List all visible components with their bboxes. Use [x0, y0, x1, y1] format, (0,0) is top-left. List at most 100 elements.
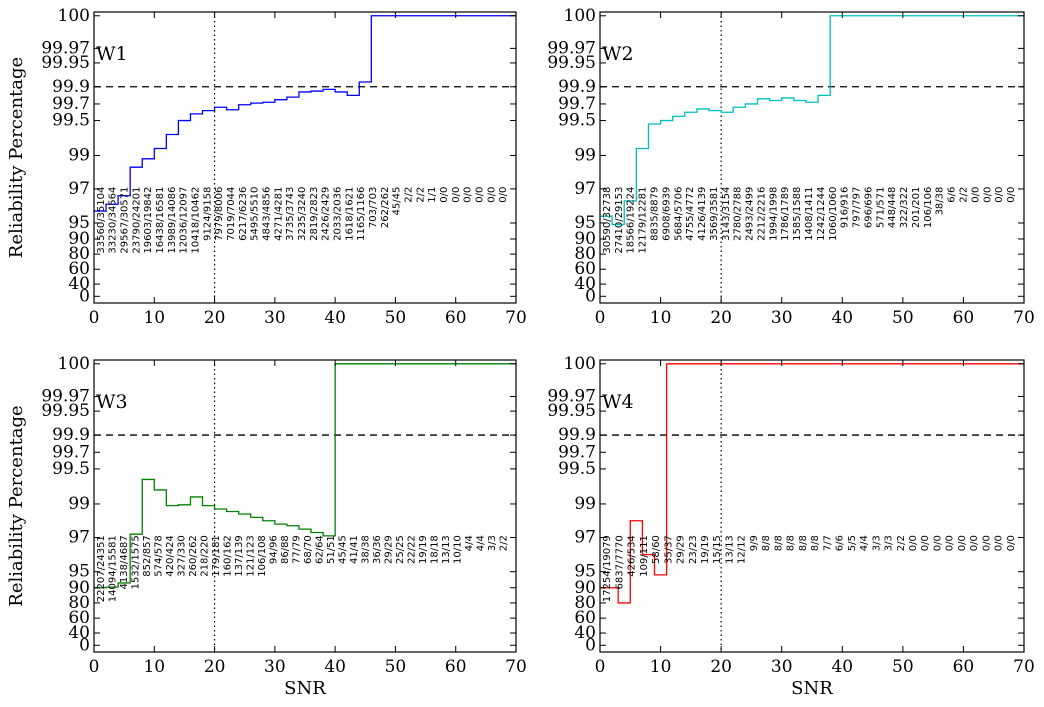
count-label: 2493/2499: [745, 187, 756, 241]
y-tick-label: 40: [68, 623, 90, 643]
count-label: 38/38: [360, 535, 371, 564]
count-label: 6/6: [835, 535, 846, 551]
y-tick-label: 99.5: [52, 459, 90, 479]
count-label: 121/123: [245, 535, 256, 577]
count-label: 45/45: [337, 535, 348, 564]
count-label: 4/4: [859, 535, 870, 551]
y-tick-label: 100: [564, 6, 596, 26]
axes-frame: [93, 359, 517, 653]
y-tick-label: 0: [585, 635, 596, 655]
count-label: 19603/19842: [143, 187, 154, 254]
count-label: 0/0: [1006, 535, 1017, 551]
count-label: 0/0: [498, 187, 509, 203]
count-label: 3/3: [884, 535, 895, 551]
count-label: 6/6: [947, 187, 958, 203]
count-label: 29567/30571: [120, 187, 131, 254]
count-label: 179/181: [211, 535, 222, 577]
y-tick-label: 99.7: [52, 94, 90, 114]
count-label: 8/8: [786, 535, 797, 551]
count-label: 2/2: [403, 187, 414, 203]
y-tick-label: 80: [68, 244, 90, 264]
y-tick-label: 99.95: [547, 401, 596, 421]
x-tick-label: 10: [650, 308, 672, 328]
count-label: 8835/8879: [649, 187, 660, 241]
x-axis-label: SNR: [791, 678, 833, 699]
y-tick-label: 90: [68, 578, 90, 598]
count-label: 2/2: [896, 535, 907, 551]
count-label: 2426/2429: [321, 187, 332, 241]
count-label: 3735/3743: [285, 187, 296, 241]
count-label: 0/0: [957, 535, 968, 551]
count-label: 30590/32738: [602, 187, 613, 254]
count-label: 15/15: [712, 535, 723, 564]
count-label: 12179/12281: [638, 187, 649, 254]
count-label: 3143/3154: [721, 187, 732, 241]
x-tick-label: 60: [953, 657, 975, 677]
count-label: 1408/1411: [804, 187, 815, 241]
x-tick-label: 30: [771, 308, 793, 328]
y-tick-label: 95: [574, 213, 596, 233]
y-tick-label: 80: [574, 244, 596, 264]
x-tick-label: 10: [143, 657, 165, 677]
y-tick-label: 99.9: [52, 425, 90, 445]
count-label: 0/0: [463, 187, 474, 203]
count-label: 4138/4687: [119, 535, 130, 589]
count-label: 1/1: [427, 187, 438, 203]
count-label: 0/0: [994, 535, 1005, 551]
count-label: 41/41: [349, 535, 360, 564]
y-tick-label: 80: [68, 593, 90, 613]
x-tick-label: 20: [204, 657, 226, 677]
x-tick-label: 50: [892, 308, 914, 328]
x-axis-label: SNR: [284, 678, 326, 699]
count-label: 1618/1621: [344, 187, 355, 241]
axes-frame: [93, 11, 517, 304]
count-label: 0/0: [920, 535, 931, 551]
series-line-w3: [94, 363, 516, 589]
y-tick-label: 0: [79, 286, 90, 306]
x-tick-label: 20: [710, 308, 732, 328]
y-tick-label: 99.7: [558, 94, 596, 114]
x-tick-label: 30: [264, 308, 286, 328]
count-label: 574/578: [153, 535, 164, 577]
count-label: 260/262: [188, 535, 199, 577]
count-label: 106/106: [923, 187, 934, 229]
count-label: 12036/12097: [179, 187, 190, 254]
count-label: 2819/2823: [309, 187, 320, 241]
x-tick-label: 30: [264, 657, 286, 677]
count-label: 29/29: [383, 535, 394, 564]
y-tick-label: 97: [68, 179, 90, 199]
count-label: 916/916: [840, 187, 851, 229]
count-label: 1242/1244: [816, 187, 827, 241]
count-label: 8/8: [773, 535, 784, 551]
count-label: 10418/10462: [191, 187, 202, 254]
y-tick-label: 99.97: [547, 387, 596, 407]
count-label: 696/696: [863, 187, 874, 229]
count-label: 797/797: [852, 187, 863, 229]
count-label: 2/2: [498, 535, 509, 551]
count-label: 0/0: [474, 187, 485, 203]
count-label: 51/51: [326, 535, 337, 564]
y-tick-label: 99.9: [558, 77, 596, 97]
count-label: 19/19: [418, 535, 429, 564]
x-tick-label: 60: [953, 308, 975, 328]
count-label: 17254/19079: [602, 535, 613, 602]
count-label: 5495/5510: [250, 187, 261, 241]
count-label: 0/0: [486, 187, 497, 203]
count-label: 18/18: [429, 535, 440, 564]
count-label: 29/29: [676, 535, 687, 564]
count-label: 22/22: [406, 535, 417, 564]
count-label: 5/5: [847, 535, 858, 551]
panel-name: W1: [96, 43, 128, 65]
count-label: 25/25: [395, 535, 406, 564]
count-label: 2/2: [415, 187, 426, 203]
y-tick-label: 80: [574, 593, 596, 613]
count-label: 0/0: [981, 535, 992, 551]
count-label: 0/0: [908, 535, 919, 551]
axes-frame: [599, 11, 1025, 304]
x-tick-label: 70: [505, 657, 527, 677]
y-tick-label: 99.7: [558, 442, 596, 462]
y-tick-label: 95: [68, 213, 90, 233]
count-label: 4843/4856: [262, 187, 273, 241]
count-label: 3235/3240: [297, 187, 308, 241]
